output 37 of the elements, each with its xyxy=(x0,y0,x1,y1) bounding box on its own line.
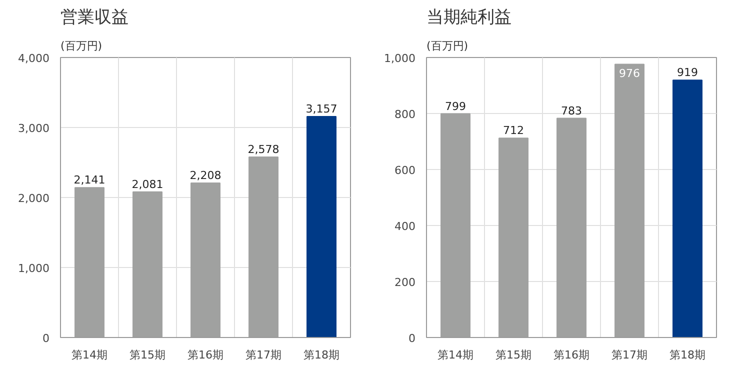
chart-title: 営業収益 xyxy=(60,8,128,28)
x-tick-label: 第15期 xyxy=(130,348,166,362)
x-tick-label: 第15期 xyxy=(496,348,532,362)
y-tick-label: 200 xyxy=(394,276,416,289)
chart-title: 当期純利益 xyxy=(426,8,512,28)
data-label: 2,578 xyxy=(248,143,280,156)
y-tick-label: 2,000 xyxy=(18,192,50,205)
data-label: 2,141 xyxy=(74,174,106,187)
data-label: 712 xyxy=(503,124,524,138)
data-label: 919 xyxy=(677,66,698,80)
data-label: 976 xyxy=(619,67,640,80)
data-label: 3,157 xyxy=(306,102,338,116)
y-tick-label: 600 xyxy=(394,164,416,177)
bar xyxy=(306,116,336,338)
bar xyxy=(672,80,702,338)
y-tick-label: 3,000 xyxy=(18,122,50,135)
x-tick-label: 第16期 xyxy=(188,348,224,362)
x-tick-label: 第17期 xyxy=(612,348,648,362)
y-axis-title: (百万円) xyxy=(426,40,468,52)
x-tick-label: 第16期 xyxy=(554,348,590,362)
x-tick-label: 第18期 xyxy=(670,348,706,362)
data-label: 2,208 xyxy=(190,168,222,182)
y-tick-label: 0 xyxy=(42,332,50,345)
x-tick-label: 第17期 xyxy=(246,348,282,362)
x-tick-label: 第18期 xyxy=(304,348,340,362)
data-label: 2,081 xyxy=(132,178,164,191)
x-tick-label: 第14期 xyxy=(438,348,474,362)
x-tick-label: 第14期 xyxy=(72,348,108,362)
y-tick-label: 1,000 xyxy=(18,262,50,275)
y-tick-label: 400 xyxy=(394,220,416,233)
y-tick-label: 0 xyxy=(408,332,416,345)
y-tick-label: 1,000 xyxy=(384,52,416,65)
data-label: 799 xyxy=(445,100,466,113)
y-tick-label: 4,000 xyxy=(18,52,50,65)
y-axis-title: (百万円) xyxy=(60,40,102,52)
y-tick-label: 800 xyxy=(394,108,416,121)
data-label: 783 xyxy=(561,104,582,118)
